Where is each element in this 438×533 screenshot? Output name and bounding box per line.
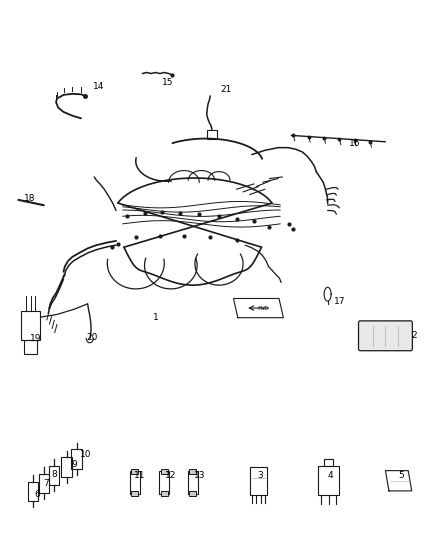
Bar bbox=[49, 466, 59, 485]
Text: 1: 1 bbox=[152, 313, 159, 321]
Text: 5: 5 bbox=[398, 472, 404, 480]
Text: 8: 8 bbox=[52, 470, 58, 479]
Text: 21: 21 bbox=[220, 85, 231, 94]
Text: 17: 17 bbox=[334, 297, 345, 305]
Bar bbox=[131, 469, 138, 474]
Bar bbox=[24, 340, 37, 354]
Text: 6: 6 bbox=[34, 490, 40, 498]
Text: 14: 14 bbox=[93, 82, 104, 91]
Bar bbox=[189, 491, 196, 496]
Text: 12: 12 bbox=[165, 472, 177, 480]
Text: 2: 2 bbox=[411, 332, 417, 340]
Text: 18: 18 bbox=[24, 194, 35, 203]
Text: 20: 20 bbox=[86, 333, 98, 342]
Text: 9: 9 bbox=[71, 461, 78, 469]
Bar bbox=[161, 469, 168, 474]
Text: 19: 19 bbox=[30, 334, 42, 343]
Bar bbox=[318, 466, 339, 496]
Bar bbox=[39, 474, 49, 493]
Bar bbox=[324, 458, 333, 466]
Text: 16: 16 bbox=[349, 140, 360, 148]
Text: 10: 10 bbox=[80, 450, 91, 459]
Text: 7: 7 bbox=[43, 480, 49, 488]
Bar bbox=[130, 471, 140, 494]
Text: 13: 13 bbox=[194, 472, 205, 480]
Bar bbox=[28, 482, 38, 501]
FancyBboxPatch shape bbox=[358, 321, 413, 351]
Text: 15: 15 bbox=[162, 78, 173, 87]
Bar bbox=[21, 311, 40, 340]
Bar bbox=[161, 491, 168, 496]
Bar bbox=[207, 130, 217, 139]
Bar bbox=[61, 457, 72, 477]
Bar bbox=[71, 449, 82, 469]
Bar bbox=[250, 467, 267, 495]
Text: 4: 4 bbox=[328, 472, 333, 480]
Bar bbox=[159, 471, 169, 494]
Text: FWD: FWD bbox=[257, 305, 268, 311]
Bar bbox=[131, 491, 138, 496]
Text: 11: 11 bbox=[134, 472, 146, 480]
Text: 3: 3 bbox=[258, 472, 264, 480]
Bar bbox=[188, 471, 198, 494]
Bar bbox=[189, 469, 196, 474]
